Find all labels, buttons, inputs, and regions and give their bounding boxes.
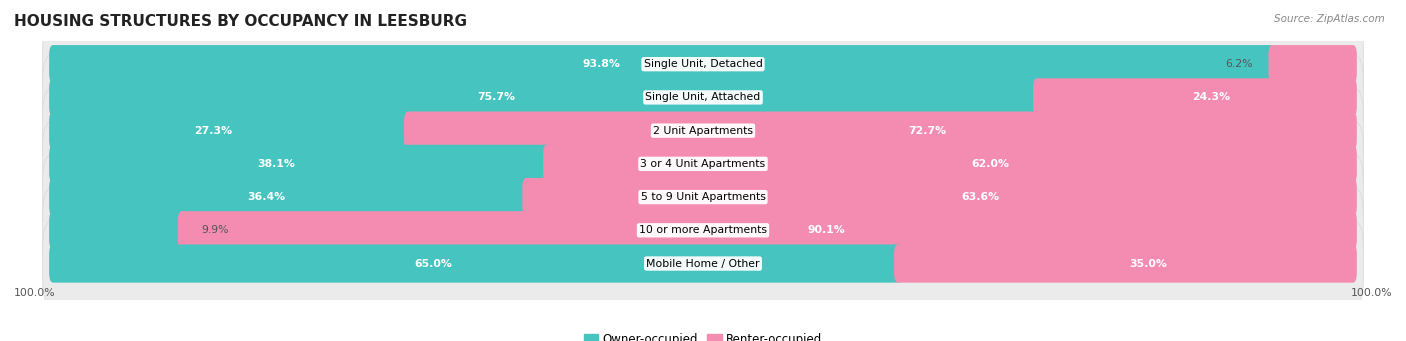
FancyBboxPatch shape <box>49 112 412 150</box>
Text: 2 Unit Apartments: 2 Unit Apartments <box>652 125 754 136</box>
Text: 90.1%: 90.1% <box>807 225 845 235</box>
FancyBboxPatch shape <box>42 54 1364 140</box>
Text: 75.7%: 75.7% <box>477 92 515 102</box>
FancyBboxPatch shape <box>42 187 1364 273</box>
Text: 9.9%: 9.9% <box>201 225 229 235</box>
Legend: Owner-occupied, Renter-occupied: Owner-occupied, Renter-occupied <box>579 329 827 341</box>
FancyBboxPatch shape <box>404 112 1357 150</box>
Text: 62.0%: 62.0% <box>972 159 1010 169</box>
Text: 6.2%: 6.2% <box>1226 59 1253 69</box>
FancyBboxPatch shape <box>42 154 1364 240</box>
Text: Source: ZipAtlas.com: Source: ZipAtlas.com <box>1274 14 1385 24</box>
FancyBboxPatch shape <box>1268 45 1357 83</box>
Text: 72.7%: 72.7% <box>908 125 946 136</box>
Text: 63.6%: 63.6% <box>962 192 1000 202</box>
Text: 3 or 4 Unit Apartments: 3 or 4 Unit Apartments <box>641 159 765 169</box>
Text: Mobile Home / Other: Mobile Home / Other <box>647 258 759 268</box>
Text: 36.4%: 36.4% <box>247 192 285 202</box>
Text: 5 to 9 Unit Apartments: 5 to 9 Unit Apartments <box>641 192 765 202</box>
FancyBboxPatch shape <box>1033 78 1357 117</box>
FancyBboxPatch shape <box>42 88 1364 174</box>
FancyBboxPatch shape <box>894 244 1357 283</box>
FancyBboxPatch shape <box>42 121 1364 207</box>
Text: 10 or more Apartments: 10 or more Apartments <box>638 225 768 235</box>
Text: Single Unit, Detached: Single Unit, Detached <box>644 59 762 69</box>
FancyBboxPatch shape <box>49 78 1040 117</box>
FancyBboxPatch shape <box>49 211 186 249</box>
Text: 38.1%: 38.1% <box>257 159 295 169</box>
Text: 100.0%: 100.0% <box>14 288 56 298</box>
FancyBboxPatch shape <box>522 178 1357 216</box>
FancyBboxPatch shape <box>49 45 1277 83</box>
FancyBboxPatch shape <box>543 145 1357 183</box>
Text: 93.8%: 93.8% <box>583 59 620 69</box>
Text: Single Unit, Attached: Single Unit, Attached <box>645 92 761 102</box>
FancyBboxPatch shape <box>42 221 1364 307</box>
Text: 65.0%: 65.0% <box>415 258 453 268</box>
Text: 27.3%: 27.3% <box>194 125 232 136</box>
FancyBboxPatch shape <box>49 145 553 183</box>
FancyBboxPatch shape <box>177 211 1357 249</box>
Text: 35.0%: 35.0% <box>1129 258 1167 268</box>
Text: 100.0%: 100.0% <box>1350 288 1392 298</box>
FancyBboxPatch shape <box>49 178 530 216</box>
FancyBboxPatch shape <box>49 244 901 283</box>
FancyBboxPatch shape <box>42 21 1364 107</box>
Text: 24.3%: 24.3% <box>1192 92 1230 102</box>
Text: HOUSING STRUCTURES BY OCCUPANCY IN LEESBURG: HOUSING STRUCTURES BY OCCUPANCY IN LEESB… <box>14 14 467 29</box>
